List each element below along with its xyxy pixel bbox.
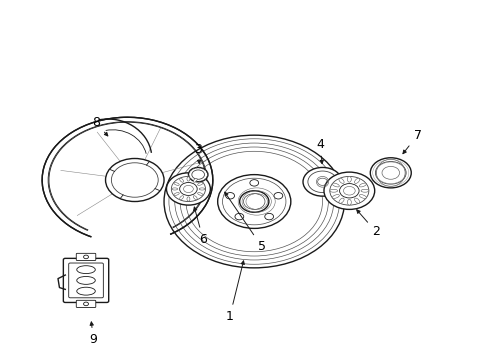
Text: 4: 4 [316,138,324,163]
Text: 6: 6 [193,207,206,246]
Ellipse shape [174,183,179,185]
Ellipse shape [193,196,197,199]
FancyBboxPatch shape [63,258,108,302]
Circle shape [303,167,341,196]
Ellipse shape [193,178,197,182]
Circle shape [217,175,290,228]
Ellipse shape [338,198,344,203]
Ellipse shape [77,266,95,274]
Circle shape [273,193,282,199]
Text: 1: 1 [225,261,244,323]
Circle shape [234,213,243,220]
Ellipse shape [171,188,177,190]
Ellipse shape [332,195,339,198]
Circle shape [163,135,344,268]
Ellipse shape [186,177,189,181]
Ellipse shape [346,176,350,182]
Circle shape [339,184,358,198]
Ellipse shape [359,195,366,198]
Circle shape [83,255,88,259]
Ellipse shape [329,189,337,192]
Ellipse shape [77,276,95,284]
Ellipse shape [359,183,366,187]
Text: 3: 3 [194,143,202,163]
Circle shape [225,193,234,199]
FancyBboxPatch shape [76,300,96,307]
Ellipse shape [360,189,368,192]
Ellipse shape [197,193,203,195]
Text: 8: 8 [92,116,107,136]
Circle shape [249,180,258,186]
Ellipse shape [354,178,359,183]
Text: 9: 9 [89,322,97,346]
Circle shape [324,172,374,210]
Circle shape [239,191,268,212]
Circle shape [166,173,210,205]
Ellipse shape [197,183,203,185]
Circle shape [369,158,410,188]
Ellipse shape [179,196,183,199]
Circle shape [83,302,88,306]
Circle shape [264,213,273,220]
FancyBboxPatch shape [76,253,96,261]
Ellipse shape [199,188,204,190]
Wedge shape [91,226,170,243]
Ellipse shape [346,199,350,205]
Circle shape [179,183,197,195]
Ellipse shape [179,178,183,182]
Circle shape [105,158,163,202]
Ellipse shape [77,287,95,295]
Ellipse shape [174,193,179,195]
Ellipse shape [338,178,344,183]
Circle shape [49,122,205,238]
Ellipse shape [332,183,339,187]
Text: 7: 7 [402,129,421,154]
Circle shape [188,167,207,182]
Text: 2: 2 [356,210,379,238]
Text: 5: 5 [224,192,265,253]
Ellipse shape [186,197,189,201]
FancyBboxPatch shape [69,263,103,298]
Ellipse shape [354,198,359,203]
